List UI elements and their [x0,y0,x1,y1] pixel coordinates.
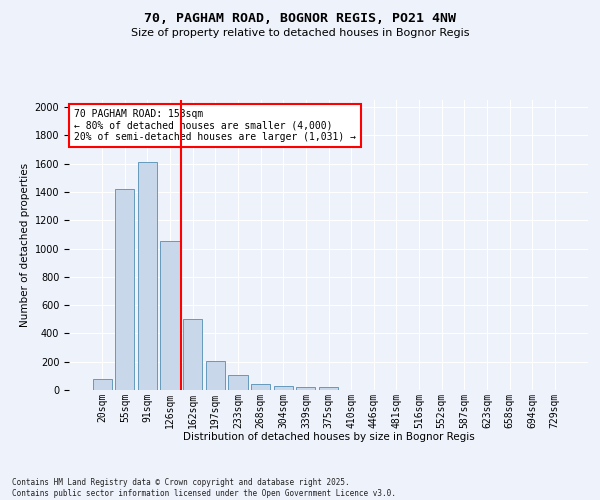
Bar [229,375,248,390]
Text: 70, PAGHAM ROAD, BOGNOR REGIS, PO21 4NW: 70, PAGHAM ROAD, BOGNOR REGIS, PO21 4NW [144,12,456,26]
Bar [183,320,202,390]
Bar [115,189,134,390]
X-axis label: Distribution of detached houses by size in Bognor Regis: Distribution of detached houses by size … [182,432,475,442]
Bar [319,387,338,390]
Y-axis label: Number of detached properties: Number of detached properties [20,163,31,327]
Bar [206,361,225,390]
Bar [160,241,180,390]
Bar [251,384,270,390]
Bar [296,387,316,390]
Text: Size of property relative to detached houses in Bognor Regis: Size of property relative to detached ho… [131,28,469,38]
Text: 70 PAGHAM ROAD: 153sqm
← 80% of detached houses are smaller (4,000)
20% of semi-: 70 PAGHAM ROAD: 153sqm ← 80% of detached… [74,108,356,142]
Text: Contains HM Land Registry data © Crown copyright and database right 2025.
Contai: Contains HM Land Registry data © Crown c… [12,478,396,498]
Bar [138,162,157,390]
Bar [92,378,112,390]
Bar [274,386,293,390]
